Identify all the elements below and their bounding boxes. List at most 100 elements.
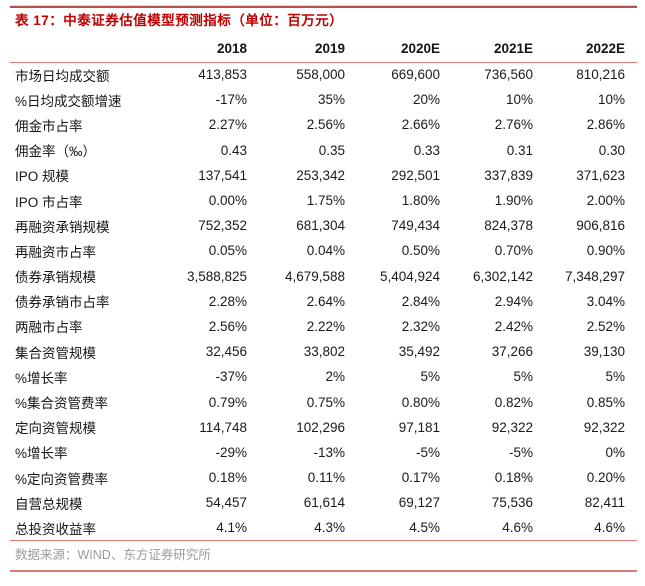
table-row: IPO 市占率 0.00% 1.75% 1.80% 1.90% 2.00%: [10, 188, 637, 213]
row-value: 0.43: [220, 142, 247, 158]
table-row: 市场日均成交额 413,853 558,000 669,600 736,560 810,2…: [10, 62, 637, 87]
row-value: 413,853: [198, 67, 247, 83]
row-value: 0.17%: [401, 470, 440, 486]
row-value: 681,304: [296, 218, 345, 234]
row-label: 总投资收益率: [10, 515, 150, 542]
header-year-2021e: 2021E: [440, 36, 533, 63]
row-value: 0.35: [318, 142, 345, 158]
row-value: 0.75%: [306, 394, 345, 410]
header-label-cell: [10, 36, 150, 63]
row-value: 92,322: [491, 419, 533, 435]
table-row: 佣金市占率 2.27% 2.56% 2.66% 2.76% 2.86%: [10, 112, 637, 137]
row-value: 61,614: [303, 495, 345, 511]
row-value: 0.20%: [586, 470, 625, 486]
row-value: 906,816: [576, 218, 625, 234]
row-value: 2.86%: [586, 117, 625, 133]
row-label: 佣金率（‰）: [15, 144, 96, 160]
row-value: 69,127: [398, 495, 440, 511]
row-value: 10%: [597, 92, 625, 108]
table-row: 总投资收益率 4.1% 4.3% 4.5% 4.6% 4.6%: [10, 515, 637, 542]
row-label: %增长率: [15, 370, 68, 386]
table-header: 2018 2019 2020E 2021E 2022E: [10, 36, 637, 63]
row-value: 10%: [505, 92, 533, 108]
row-value: -17%: [215, 92, 247, 108]
row-label: %定向资管费率: [15, 471, 109, 487]
row-value: 35%: [317, 92, 345, 108]
row-value: 37,266: [491, 344, 533, 360]
table-row: 两融市占率 2.56% 2.22% 2.32% 2.42% 2.52%: [10, 314, 637, 339]
row-value: 3,588,825: [186, 268, 247, 284]
row-value: 2.84%: [401, 293, 440, 309]
row-value: 0.80%: [401, 394, 440, 410]
row-label: 债券承销市占率: [15, 295, 110, 311]
row-value: 3.04%: [586, 293, 625, 309]
row-label: %增长率: [15, 446, 68, 462]
row-label: IPO 市占率: [15, 194, 83, 210]
row-value: 39,130: [583, 344, 625, 360]
row-value: 824,378: [484, 218, 533, 234]
row-value: -13%: [313, 444, 345, 460]
row-value: 35,492: [398, 344, 440, 360]
table-body: 市场日均成交额 413,853 558,000 669,600 736,560 810,2…: [10, 62, 637, 542]
row-value: 0.82%: [494, 394, 533, 410]
row-label: %集合资管费率: [15, 396, 109, 412]
row-value: 114,748: [199, 419, 247, 435]
table-row: %集合资管费率 0.79% 0.75% 0.80% 0.82% 0.85%: [10, 389, 637, 414]
row-value: 558,000: [296, 67, 345, 83]
row-value: 97,181: [398, 419, 440, 435]
row-value: 1.90%: [494, 193, 533, 209]
row-label: 市场日均成交额: [15, 68, 110, 84]
row-label: 债券承销规模: [15, 270, 96, 286]
row-value: 0.33: [413, 142, 440, 158]
table-row: 佣金率（‰） 0.43 0.35 0.33 0.31 0.30: [10, 138, 637, 163]
row-value: 2.42%: [494, 318, 533, 334]
row-value: 33,802: [303, 344, 345, 360]
table-row: 定向资管规模 114,748 102,296 97,181 92,322 92,322: [10, 415, 637, 440]
row-value: 2.32%: [401, 318, 440, 334]
row-value: 4.1%: [150, 515, 247, 542]
table-row: %增长率 -37% 2% 5% 5% 5%: [10, 364, 637, 389]
row-value: 2.76%: [494, 117, 533, 133]
row-value: 0.85%: [586, 394, 625, 410]
table-row: 自营总规模 54,457 61,614 69,127 75,536 82,411: [10, 490, 637, 515]
table-row: %增长率 -29% -13% -5% -5% 0%: [10, 440, 637, 465]
row-label: 再融资承销规模: [15, 219, 110, 235]
row-value: 4,679,588: [284, 268, 345, 284]
row-value: 4.6%: [440, 515, 533, 542]
row-value: 6,302,142: [472, 268, 533, 284]
header-year-2022e: 2022E: [533, 36, 637, 63]
row-value: 0.70%: [494, 243, 533, 259]
row-value: 5%: [420, 369, 440, 385]
row-value: 5%: [513, 369, 533, 385]
row-value: 2.56%: [306, 117, 345, 133]
forecast-table: 2018 2019 2020E 2021E 2022E 市场日均成交额 413,8…: [10, 36, 637, 542]
bottom-rule-divider: [10, 570, 637, 573]
row-value: 253,342: [296, 167, 345, 183]
row-value: 5%: [605, 369, 625, 385]
row-value: 4.3%: [247, 515, 345, 542]
row-value: 92,322: [583, 419, 625, 435]
row-label: 两融市占率: [15, 320, 83, 336]
row-value: 82,411: [584, 495, 625, 511]
row-label: 定向资管规模: [15, 421, 96, 437]
header-year-2018: 2018: [150, 36, 247, 63]
row-value: 75,536: [491, 495, 533, 511]
table-row: 再融资市占率 0.05% 0.04% 0.50% 0.70% 0.90%: [10, 238, 637, 263]
row-value: 4.6%: [533, 515, 637, 542]
row-value: 0.18%: [494, 470, 533, 486]
row-value: 736,560: [484, 67, 533, 83]
row-value: 752,352: [198, 218, 247, 234]
row-value: 54,457: [205, 495, 247, 511]
row-value: 0.30: [598, 142, 625, 158]
row-value: 0.11%: [307, 470, 345, 486]
row-value: 0.04%: [306, 243, 345, 259]
row-value: 337,839: [484, 167, 533, 183]
table-row: 债券承销市占率 2.28% 2.64% 2.84% 2.94% 3.04%: [10, 289, 637, 314]
row-value: 2.94%: [494, 293, 533, 309]
header-year-2019: 2019: [247, 36, 345, 63]
row-label: %日均成交额增速: [15, 93, 122, 109]
row-label: 集合资管规模: [15, 345, 96, 361]
row-value: -5%: [415, 444, 440, 460]
row-value: 0.31: [506, 142, 533, 158]
table-row: %日均成交额增速 -17% 35% 20% 10% 10%: [10, 87, 637, 112]
